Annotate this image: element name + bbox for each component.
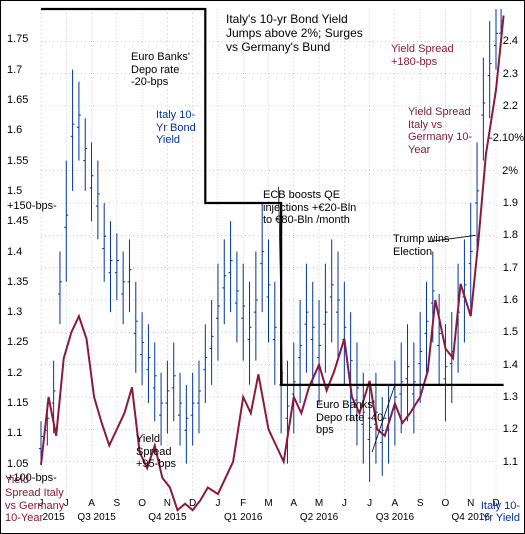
- annotation: Yield Spread Italy vs Germany 10-Year: [408, 106, 483, 157]
- left-inline-mark: +150-bps-: [7, 200, 57, 212]
- ytick-left: 1.65: [7, 94, 28, 106]
- ytick-right: 2.3: [503, 68, 518, 80]
- ytick-right: 1.3: [503, 391, 518, 403]
- left-axis-label: Yield Spread Italy vs Germany 10-Year: [5, 474, 67, 525]
- ytick-left: 1.5: [7, 185, 22, 197]
- xtick-month: M: [315, 498, 323, 509]
- ytick-right: 2.4: [503, 35, 518, 47]
- ytick-left: 1.2: [7, 367, 22, 379]
- chart-title: Italy's 10-yr Bond Yield Jumps above 2%;…: [226, 13, 371, 54]
- xtick-year: Q1 2016: [224, 512, 262, 523]
- ytick-left: 1.25: [7, 336, 28, 348]
- ytick-left: 1.75: [7, 33, 28, 45]
- ytick-right: 2%: [502, 165, 518, 177]
- xtick-year: Q2 2016: [300, 512, 338, 523]
- xtick-month: A: [290, 498, 297, 509]
- ytick-right: 1.8: [503, 229, 518, 241]
- ytick-right: 1.9: [503, 197, 518, 209]
- ytick-right: 1.7: [503, 262, 518, 274]
- ytick-right: 1.5: [503, 326, 518, 338]
- annotation: Yield Spread +95-bps: [136, 433, 196, 471]
- ytick-left: 1.35: [7, 276, 28, 288]
- xtick-month: S: [417, 498, 424, 509]
- bond-yield-chart: 1.05 1.1 1.15 1.2 1.25 1.3 1.35 1.4 1.45 1.5 1.55 1…: [0, 0, 525, 534]
- ytick-left: 1.7: [7, 64, 22, 76]
- ytick-right: 1.4: [503, 359, 518, 371]
- xtick-month: M: [264, 498, 272, 509]
- xtick-month: N: [164, 498, 171, 509]
- xtick-month: S: [113, 498, 120, 509]
- annotation: Italy 10-Yr Bond Yield: [156, 109, 206, 147]
- annotation: Euro Banks' Depo rate -40-bps: [316, 399, 388, 437]
- xtick-month: J: [215, 498, 220, 509]
- ytick-right: 1.6: [503, 294, 518, 306]
- xtick-month: O: [442, 498, 450, 509]
- ytick-left: 1.05: [7, 458, 28, 470]
- xtick-month: A: [392, 498, 399, 509]
- ytick-right-special: -2.10%: [489, 132, 524, 144]
- ytick-left: 1.55: [7, 155, 28, 167]
- ytick-left: 1.45: [7, 215, 28, 227]
- annotation: Trump wins Election: [393, 233, 453, 258]
- ytick-left: 1.3: [7, 306, 22, 318]
- ytick-right: 2.2: [503, 100, 518, 112]
- xtick-month: O: [138, 498, 146, 509]
- right-axis-label: Italy 10-Yr Yield: [478, 500, 520, 525]
- xtick-month: N: [467, 498, 474, 509]
- ytick-left: 1.1: [7, 427, 22, 439]
- xtick-month: J: [342, 498, 347, 509]
- xtick-month: J: [367, 498, 372, 509]
- ytick-left: 1.15: [7, 397, 28, 409]
- annotation: Euro Banks' Depo rate -20-bps: [131, 51, 196, 89]
- ytick-right: 1.1: [503, 456, 518, 468]
- ytick-left: 1.6: [7, 124, 22, 136]
- annotation: Yield Spread +180-bps: [391, 43, 461, 68]
- xtick-year: Q4 2015: [148, 512, 186, 523]
- xtick-year: Q3 2016: [376, 512, 414, 523]
- ytick-right: 1.2: [503, 423, 518, 435]
- ytick-left: 1.4: [7, 246, 22, 258]
- xtick-month: A: [88, 498, 95, 509]
- xtick-month: F: [240, 498, 246, 509]
- xtick-month: D: [189, 498, 196, 509]
- annotation: ECB boosts QE injections +€20-Bln to €80…: [263, 189, 358, 227]
- xtick-year: Q3 2015: [77, 512, 115, 523]
